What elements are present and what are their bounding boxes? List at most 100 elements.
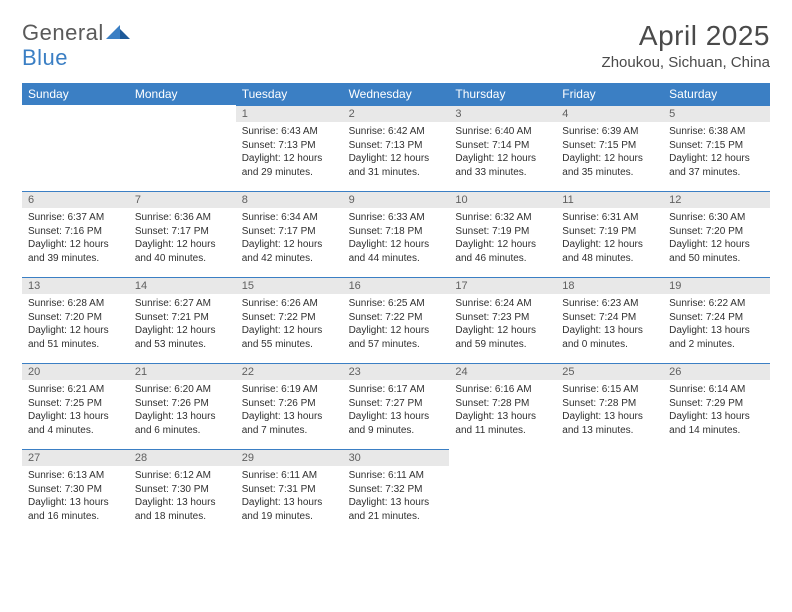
day-content: Sunrise: 6:27 AMSunset: 7:21 PMDaylight:…	[129, 294, 236, 354]
daylight-text: Daylight: 12 hours and 33 minutes.	[455, 152, 550, 179]
brand-general: General	[22, 20, 104, 46]
day-cell: 3Sunrise: 6:40 AMSunset: 7:14 PMDaylight…	[449, 105, 556, 191]
day-cell: 27Sunrise: 6:13 AMSunset: 7:30 PMDayligh…	[22, 449, 129, 535]
day-content: Sunrise: 6:31 AMSunset: 7:19 PMDaylight:…	[556, 208, 663, 268]
daylight-text: Daylight: 13 hours and 6 minutes.	[135, 410, 230, 437]
day-content: Sunrise: 6:26 AMSunset: 7:22 PMDaylight:…	[236, 294, 343, 354]
sunset-text: Sunset: 7:15 PM	[562, 139, 657, 153]
sunset-text: Sunset: 7:17 PM	[135, 225, 230, 239]
sunset-text: Sunset: 7:28 PM	[562, 397, 657, 411]
day-cell: 26Sunrise: 6:14 AMSunset: 7:29 PMDayligh…	[663, 363, 770, 449]
sunrise-text: Sunrise: 6:15 AM	[562, 383, 657, 397]
sunset-text: Sunset: 7:25 PM	[28, 397, 123, 411]
daylight-text: Daylight: 12 hours and 42 minutes.	[242, 238, 337, 265]
daylight-text: Daylight: 12 hours and 39 minutes.	[28, 238, 123, 265]
calendar-page: General April 2025 Zhoukou, Sichuan, Chi…	[0, 0, 792, 555]
sunrise-text: Sunrise: 6:28 AM	[28, 297, 123, 311]
day-cell: 29Sunrise: 6:11 AMSunset: 7:31 PMDayligh…	[236, 449, 343, 535]
day-content: Sunrise: 6:30 AMSunset: 7:20 PMDaylight:…	[663, 208, 770, 268]
day-content: Sunrise: 6:21 AMSunset: 7:25 PMDaylight:…	[22, 380, 129, 440]
day-cell: 28Sunrise: 6:12 AMSunset: 7:30 PMDayligh…	[129, 449, 236, 535]
sunset-text: Sunset: 7:20 PM	[669, 225, 764, 239]
sunset-text: Sunset: 7:29 PM	[669, 397, 764, 411]
daylight-text: Daylight: 12 hours and 29 minutes.	[242, 152, 337, 179]
sunset-text: Sunset: 7:14 PM	[455, 139, 550, 153]
day-number: 16	[343, 278, 450, 294]
day-header-thursday: Thursday	[449, 83, 556, 105]
day-number: 23	[343, 364, 450, 380]
day-number: 1	[236, 106, 343, 122]
sunset-text: Sunset: 7:19 PM	[562, 225, 657, 239]
sunset-text: Sunset: 7:16 PM	[28, 225, 123, 239]
day-content: Sunrise: 6:28 AMSunset: 7:20 PMDaylight:…	[22, 294, 129, 354]
day-content: Sunrise: 6:32 AMSunset: 7:19 PMDaylight:…	[449, 208, 556, 268]
sunrise-text: Sunrise: 6:11 AM	[242, 469, 337, 483]
sunrise-text: Sunrise: 6:30 AM	[669, 211, 764, 225]
sunrise-text: Sunrise: 6:21 AM	[28, 383, 123, 397]
day-number: 3	[449, 106, 556, 122]
day-number: 30	[343, 450, 450, 466]
day-number: 14	[129, 278, 236, 294]
day-number: 27	[22, 450, 129, 466]
day-number: 8	[236, 192, 343, 208]
day-number: 13	[22, 278, 129, 294]
day-number: 21	[129, 364, 236, 380]
sunset-text: Sunset: 7:27 PM	[349, 397, 444, 411]
day-cell: 14Sunrise: 6:27 AMSunset: 7:21 PMDayligh…	[129, 277, 236, 363]
day-header-tuesday: Tuesday	[236, 83, 343, 105]
sunrise-text: Sunrise: 6:32 AM	[455, 211, 550, 225]
sunset-text: Sunset: 7:31 PM	[242, 483, 337, 497]
sunset-text: Sunset: 7:18 PM	[349, 225, 444, 239]
daylight-text: Daylight: 12 hours and 46 minutes.	[455, 238, 550, 265]
day-content: Sunrise: 6:22 AMSunset: 7:24 PMDaylight:…	[663, 294, 770, 354]
sunset-text: Sunset: 7:23 PM	[455, 311, 550, 325]
sunset-text: Sunset: 7:20 PM	[28, 311, 123, 325]
day-cell: 18Sunrise: 6:23 AMSunset: 7:24 PMDayligh…	[556, 277, 663, 363]
day-cell: 24Sunrise: 6:16 AMSunset: 7:28 PMDayligh…	[449, 363, 556, 449]
sunrise-text: Sunrise: 6:38 AM	[669, 125, 764, 139]
day-cell: 7Sunrise: 6:36 AMSunset: 7:17 PMDaylight…	[129, 191, 236, 277]
day-number: 6	[22, 192, 129, 208]
day-content: Sunrise: 6:17 AMSunset: 7:27 PMDaylight:…	[343, 380, 450, 440]
day-cell: 12Sunrise: 6:30 AMSunset: 7:20 PMDayligh…	[663, 191, 770, 277]
brand-blue-row: Blue	[22, 45, 68, 71]
day-cell: 11Sunrise: 6:31 AMSunset: 7:19 PMDayligh…	[556, 191, 663, 277]
day-cell: 15Sunrise: 6:26 AMSunset: 7:22 PMDayligh…	[236, 277, 343, 363]
day-content: Sunrise: 6:43 AMSunset: 7:13 PMDaylight:…	[236, 122, 343, 182]
sunset-text: Sunset: 7:28 PM	[455, 397, 550, 411]
day-content: Sunrise: 6:11 AMSunset: 7:31 PMDaylight:…	[236, 466, 343, 526]
day-content: Sunrise: 6:19 AMSunset: 7:26 PMDaylight:…	[236, 380, 343, 440]
sunset-text: Sunset: 7:21 PM	[135, 311, 230, 325]
brand-triangle-icon	[106, 21, 130, 46]
daylight-text: Daylight: 13 hours and 19 minutes.	[242, 496, 337, 523]
sunrise-text: Sunrise: 6:39 AM	[562, 125, 657, 139]
sunrise-text: Sunrise: 6:11 AM	[349, 469, 444, 483]
day-cell: 21Sunrise: 6:20 AMSunset: 7:26 PMDayligh…	[129, 363, 236, 449]
empty-cell	[449, 449, 556, 535]
location-subtitle: Zhoukou, Sichuan, China	[602, 54, 770, 71]
day-content: Sunrise: 6:39 AMSunset: 7:15 PMDaylight:…	[556, 122, 663, 182]
sunset-text: Sunset: 7:24 PM	[669, 311, 764, 325]
day-cell: 9Sunrise: 6:33 AMSunset: 7:18 PMDaylight…	[343, 191, 450, 277]
day-cell: 5Sunrise: 6:38 AMSunset: 7:15 PMDaylight…	[663, 105, 770, 191]
day-cell: 16Sunrise: 6:25 AMSunset: 7:22 PMDayligh…	[343, 277, 450, 363]
day-cell: 25Sunrise: 6:15 AMSunset: 7:28 PMDayligh…	[556, 363, 663, 449]
sunrise-text: Sunrise: 6:31 AM	[562, 211, 657, 225]
daylight-text: Daylight: 12 hours and 31 minutes.	[349, 152, 444, 179]
day-cell: 23Sunrise: 6:17 AMSunset: 7:27 PMDayligh…	[343, 363, 450, 449]
sunset-text: Sunset: 7:32 PM	[349, 483, 444, 497]
sunrise-text: Sunrise: 6:26 AM	[242, 297, 337, 311]
empty-cell	[663, 449, 770, 535]
sunrise-text: Sunrise: 6:36 AM	[135, 211, 230, 225]
daylight-text: Daylight: 12 hours and 51 minutes.	[28, 324, 123, 351]
day-number: 26	[663, 364, 770, 380]
day-number: 12	[663, 192, 770, 208]
sunset-text: Sunset: 7:19 PM	[455, 225, 550, 239]
day-number: 4	[556, 106, 663, 122]
day-content: Sunrise: 6:16 AMSunset: 7:28 PMDaylight:…	[449, 380, 556, 440]
day-content: Sunrise: 6:15 AMSunset: 7:28 PMDaylight:…	[556, 380, 663, 440]
daylight-text: Daylight: 12 hours and 35 minutes.	[562, 152, 657, 179]
daylight-text: Daylight: 12 hours and 44 minutes.	[349, 238, 444, 265]
daylight-text: Daylight: 13 hours and 13 minutes.	[562, 410, 657, 437]
daylight-text: Daylight: 12 hours and 37 minutes.	[669, 152, 764, 179]
